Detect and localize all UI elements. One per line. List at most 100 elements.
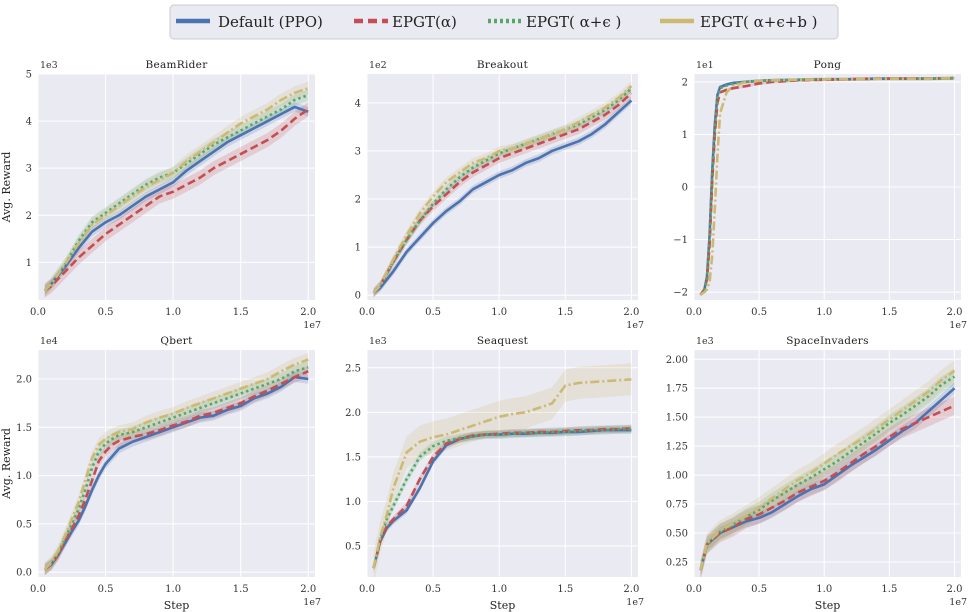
y-tick-label: 0.5 [16,519,32,530]
subplot-breakout: 0.0 0.5 1.0 1.5 2.0 0 1 2 3 4 Breakout 1e2 1e7 [355,59,644,331]
subplot-grid: 0.0 0.5 1.0 1.5 2.0 1 2 3 4 5 BeamRider 1e3 1e7 Avg. … [0,59,967,612]
y-tick-label: 1 [355,243,361,254]
x-axis-label: Step [490,599,516,612]
y-tick-label: 1 [26,258,32,269]
x-tick-label: 1.5 [881,307,897,318]
x-tick-label: 0.0 [359,307,375,318]
series-line [699,404,956,571]
y-tick-label: 4 [26,117,32,128]
legend-label-alpha-eps: EPGT( α+ϵ ) [526,13,621,31]
y-tick-label: −2 [673,288,688,299]
x-tick-label: 1.0 [165,307,181,318]
series-line [43,93,309,292]
y-tick-label: 0 [355,291,361,302]
subplot-qbert: 0.0 0.5 1.0 1.5 2.0 0.0 0.5 1.0 1.5 2.0 Qbert 1e4 1e… [0,335,321,612]
y-offset-label: 1e3 [40,60,58,71]
x-offset-label: 1e7 [303,320,321,331]
legend-label-alpha-eps-b: EPGT( α+ϵ+b ) [700,13,818,31]
confidence-band [700,382,955,576]
x-axis-label: Step [164,599,190,612]
series-line [43,86,309,292]
y-tick-label: 1.75 [666,384,688,395]
x-tick-label: 0.0 [686,307,702,318]
subplot-pong: 0.0 0.5 1.0 1.5 2.0 −2 −1 0 1 2 Pong 1e1 1e7 [673,59,967,331]
x-tick-label: 0.5 [98,584,114,595]
x-tick-label: 0.0 [686,584,702,595]
subplot-title: BeamRider [145,59,208,71]
y-tick-label: 1.0 [16,471,32,482]
x-tick-label: 1.0 [491,307,507,318]
y-tick-label: 2 [26,211,32,222]
y-tick-label: 2 [682,77,688,88]
y-offset-label: 1e3 [696,336,714,347]
series-group [43,352,309,577]
y-tick-label: 1.0 [345,497,361,508]
y-tick-label: 0.0 [16,568,32,579]
x-tick-label: 1.5 [557,584,573,595]
x-offset-label: 1e7 [626,597,644,608]
x-tick-label: 2.0 [300,307,316,318]
series-line [372,85,633,294]
x-offset-label: 1e7 [949,320,967,331]
series-group [43,81,309,298]
y-tick-label: 2.0 [345,408,361,419]
x-tick-label: 0.0 [30,584,46,595]
plot-area [367,74,638,300]
confidence-band [44,81,309,298]
x-tick-label: 0.5 [98,307,114,318]
x-tick-label: 1.0 [165,584,181,595]
y-tick-label: 1.50 [666,413,688,424]
y-offset-label: 1e1 [696,60,714,71]
plot-area [367,350,638,577]
y-tick-label: 3 [26,164,32,175]
series-line [43,105,309,292]
series-line [44,370,309,571]
series-line [372,99,633,294]
confidence-band [44,352,309,577]
y-tick-label: 0.75 [666,500,688,511]
legend-frame [169,4,839,40]
confidence-band [44,102,309,298]
subplot-title: Breakout [477,59,529,71]
y-tick-label: 1.5 [345,452,361,463]
subplot-beamrider: 0.0 0.5 1.0 1.5 2.0 1 2 3 4 5 BeamRider 1e3 1e7 Avg. … [0,59,321,331]
series-group [699,76,955,297]
series-line [699,375,956,571]
x-offset-label: 1e7 [626,320,644,331]
y-tick-label: 0.50 [666,528,688,539]
x-offset-label: 1e7 [303,597,321,608]
subplot-title: Pong [814,59,842,71]
y-tick-label: 2 [355,195,361,206]
x-tick-label: 1.0 [816,307,832,318]
y-tick-label: 2.00 [666,355,688,366]
subplot-title: Seaquest [477,335,529,347]
series-group [699,360,956,577]
legend-label-alpha: EPGT(α) [392,13,457,31]
x-axis-label: Step [815,599,841,612]
subplot-title: Qbert [160,335,193,347]
y-offset-label: 1e4 [40,336,58,347]
x-tick-label: 1.5 [881,584,897,595]
y-tick-label: 3 [355,146,361,157]
confidence-band [373,363,632,577]
y-axis-label: Avg. Reward [0,152,13,224]
x-tick-label: 1.0 [816,584,832,595]
y-tick-label: 0 [682,183,688,194]
confidence-band [373,81,632,298]
series-group [372,81,633,298]
series-group [372,363,632,577]
series-line [44,375,309,571]
subplot-seaquest: 0.0 0.5 1.0 1.5 2.0 0.5 1.0 1.5 2.0 2.5 Seaquest 1e… [345,335,644,612]
x-tick-label: 0.5 [425,307,441,318]
y-tick-label: 1.25 [666,442,688,453]
x-tick-label: 1.5 [557,307,573,318]
x-tick-label: 2.0 [947,584,963,595]
y-tick-label: −1 [673,235,688,246]
x-tick-label: 1.5 [233,584,249,595]
x-tick-label: 0.5 [425,584,441,595]
y-tick-label: 4 [355,98,361,109]
legend: Default (PPO) EPGT(α) EPGT( α+ϵ ) EPGT( … [169,4,839,40]
y-tick-label: 1.5 [16,423,32,434]
x-tick-label: 0.5 [751,307,767,318]
y-tick-label: 0.5 [345,541,361,552]
